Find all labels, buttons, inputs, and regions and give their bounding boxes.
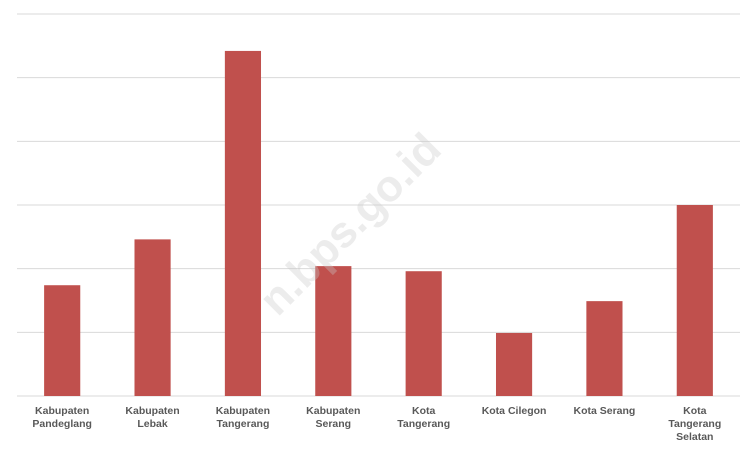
x-tick-label: Kabupaten Pandeglang <box>32 405 92 430</box>
x-tick-label: Kabupaten Lebak <box>125 405 180 430</box>
bar <box>315 266 352 396</box>
x-tick-label: Kabupaten Serang <box>306 405 361 430</box>
bar <box>405 271 442 396</box>
bar <box>676 205 713 396</box>
bar <box>495 332 533 396</box>
x-tick-label: Kota Serang <box>573 405 636 417</box>
bar <box>44 285 81 396</box>
bar <box>224 50 262 396</box>
bar <box>134 239 171 396</box>
x-tick-label: Kota Tangerang <box>397 405 451 430</box>
x-tick-label: Kota Tangerang Selatan <box>668 405 722 443</box>
x-tick-label: Kabupaten Tangerang <box>215 405 271 430</box>
bar <box>586 301 623 396</box>
x-tick-label: Kota Cilegon <box>481 405 547 417</box>
